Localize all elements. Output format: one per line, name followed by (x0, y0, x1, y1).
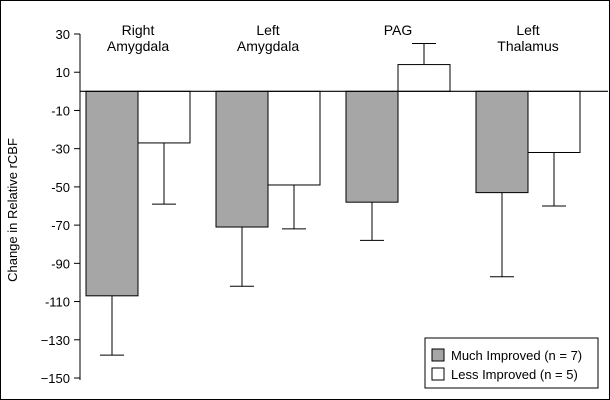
bar (397, 64, 451, 92)
y-tick-label: -110 (45, 295, 70, 310)
y-axis-label: Change in Relative rCBF (5, 138, 20, 282)
y-tick-label: -10 (51, 103, 70, 118)
bar (215, 90, 269, 228)
bar (267, 90, 321, 186)
legend-label: Less Improved (n = 5) (451, 367, 578, 382)
y-tick-label: -30 (51, 142, 70, 157)
y-tick-label: 30 (56, 27, 70, 42)
bar (137, 90, 191, 144)
y-tick-label: -70 (51, 218, 70, 233)
bar (475, 90, 529, 194)
y-tick-label: -90 (51, 256, 70, 271)
bar (85, 90, 139, 297)
bar (527, 90, 581, 153)
legend-swatch (431, 367, 445, 381)
y-tick-label: -50 (51, 180, 70, 195)
y-tick-label: 10 (56, 65, 70, 80)
y-tick-label: −150 (41, 371, 70, 386)
legend-swatch (431, 348, 445, 362)
category-label: PAG (384, 22, 413, 38)
legend-label: Much Improved (n = 7) (451, 348, 582, 363)
bar (345, 90, 399, 203)
category-label: Left Amygdala (237, 22, 299, 54)
category-label: Left Thalamus (497, 22, 558, 54)
category-label: Right Amygdala (107, 22, 169, 54)
legend-box (424, 337, 599, 389)
y-tick-label: −130 (41, 333, 70, 348)
